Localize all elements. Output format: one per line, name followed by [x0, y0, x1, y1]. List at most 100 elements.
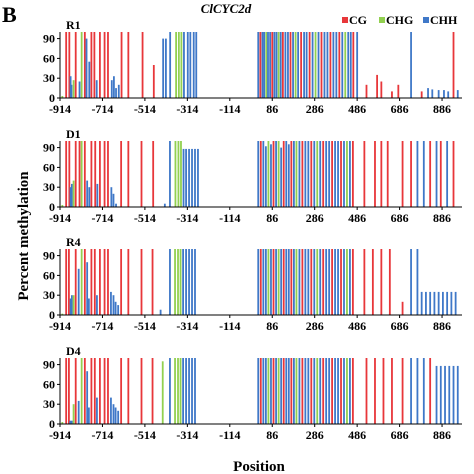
- bar-chh: [169, 249, 171, 315]
- panel-label: D1: [66, 127, 81, 141]
- y-tick-label: 0: [49, 200, 55, 214]
- x-tick-label: -114: [219, 428, 240, 442]
- bar-cg: [301, 358, 304, 424]
- bar-chh: [191, 249, 193, 315]
- bar-cg: [290, 358, 293, 424]
- bar-chg: [344, 32, 347, 98]
- y-tick-label: 90: [43, 141, 55, 155]
- bar-chh: [410, 32, 412, 98]
- bar-chg: [346, 249, 348, 315]
- bar-chh: [307, 141, 310, 207]
- bar-chg: [295, 141, 298, 207]
- bar-cg: [99, 249, 101, 315]
- bar-chh: [110, 397, 112, 424]
- bar-cg: [151, 358, 154, 424]
- legend-swatch: [379, 17, 385, 23]
- bar-chh: [433, 291, 436, 315]
- legend-label: CHG: [386, 13, 413, 27]
- bar-cg: [282, 141, 285, 207]
- bar-chh: [319, 249, 322, 315]
- bar-chg: [61, 205, 64, 207]
- bar-cg: [282, 249, 285, 315]
- bar-chh: [343, 249, 345, 315]
- bar-chh: [185, 358, 187, 424]
- bar-cg: [107, 32, 109, 98]
- bar-chh: [86, 262, 89, 315]
- bar-cg: [401, 141, 404, 207]
- bar-chh: [325, 358, 328, 424]
- bar-chh: [293, 358, 295, 424]
- y-tick-label: 60: [43, 377, 55, 391]
- bar-chh: [87, 298, 90, 315]
- panel-r1: R1 0 30 60 90 -914 -714 -514 -314 -114 86 286 486 686…: [43, 18, 462, 116]
- bar-cg: [68, 141, 71, 207]
- bar-cg: [331, 358, 333, 424]
- bar-cg: [152, 65, 155, 98]
- bar-chg: [72, 295, 75, 315]
- x-tick-label: 686: [391, 428, 409, 442]
- bar-cg: [259, 358, 262, 424]
- legend-label: CHH: [430, 13, 458, 27]
- x-tick-label: 286: [306, 102, 324, 116]
- bar-chh: [280, 147, 283, 207]
- bar-chh: [284, 32, 287, 98]
- bar-cg: [301, 249, 304, 315]
- bar-chh: [332, 32, 335, 98]
- bar-chh: [88, 61, 91, 98]
- x-tick-label: -314: [176, 319, 198, 333]
- bar-chh: [285, 358, 288, 424]
- bar-chh: [343, 358, 345, 424]
- bar-cg: [376, 74, 378, 98]
- bar-cg: [290, 141, 293, 207]
- y-tick-label: 60: [43, 51, 55, 65]
- bar-chh: [326, 32, 329, 98]
- bar-chg: [267, 358, 270, 424]
- bar-chg: [61, 96, 64, 98]
- y-tick-label: 30: [43, 397, 55, 411]
- x-tick-label: 486: [348, 102, 366, 116]
- panels: R1 0 30 60 90 -914 -714 -514 -314 -114 86 286 486 686…: [43, 18, 462, 442]
- bar-chh: [325, 141, 328, 207]
- bar-chh: [117, 305, 120, 315]
- bar-chg: [61, 422, 64, 424]
- bar-cg: [65, 358, 68, 424]
- bar-cg: [386, 141, 389, 207]
- x-tick-label: -714: [91, 319, 113, 333]
- panel-label: R4: [66, 235, 81, 249]
- bar-chg: [177, 358, 179, 424]
- bar-chh: [69, 187, 72, 207]
- bar-chg: [277, 141, 280, 207]
- bar-cg: [290, 249, 293, 315]
- bar-cg: [127, 358, 130, 424]
- bar-chh: [456, 365, 459, 424]
- bar-chg: [277, 358, 280, 424]
- bar-chh: [448, 365, 451, 424]
- bar-chh: [117, 84, 120, 98]
- bar-cg: [93, 249, 96, 315]
- bar-cg: [68, 358, 70, 424]
- bar-cg: [68, 249, 70, 315]
- x-tick-label: 86: [266, 102, 278, 116]
- bar-chh: [446, 141, 449, 207]
- bar-cg: [90, 141, 93, 207]
- bar-chg: [267, 141, 270, 207]
- bar-chh: [114, 301, 117, 315]
- bar-chh: [195, 32, 198, 98]
- bar-cg: [103, 32, 106, 98]
- bar-chh: [319, 358, 322, 424]
- bar-chh: [112, 295, 115, 315]
- bar-cg: [127, 32, 130, 98]
- bar-chh: [410, 249, 412, 315]
- bar-chh: [341, 32, 344, 98]
- bar-chh: [435, 365, 438, 424]
- bar-chg: [346, 141, 348, 207]
- bar-chh: [191, 148, 193, 207]
- bar-chg: [177, 249, 179, 315]
- bar-cg: [374, 141, 376, 207]
- legend-swatch: [342, 17, 348, 23]
- bar-cg: [340, 249, 342, 315]
- bar-cg: [352, 32, 355, 98]
- bar-cg: [365, 84, 368, 98]
- bar-cg: [308, 32, 311, 98]
